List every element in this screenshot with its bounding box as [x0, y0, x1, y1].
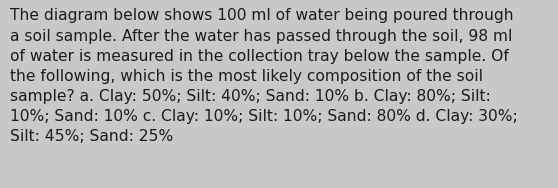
Text: The diagram below shows 100 ml of water being poured through
a soil sample. Afte: The diagram below shows 100 ml of water …	[10, 8, 518, 144]
